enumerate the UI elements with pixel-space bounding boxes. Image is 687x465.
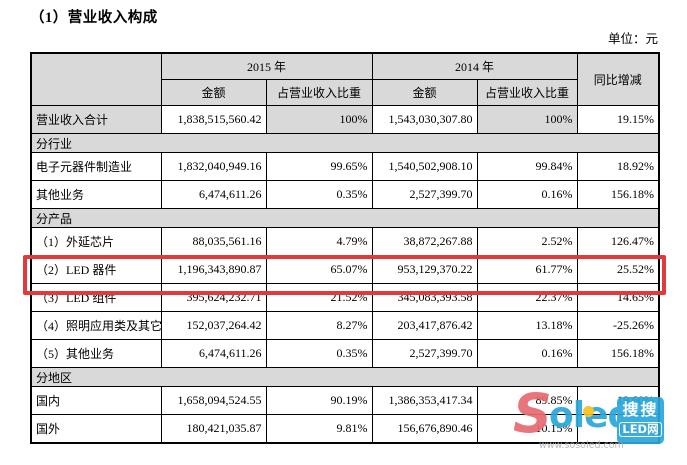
section-row-region: 分地区: [30, 367, 660, 387]
ratio-2015-cell: 8.27%: [265, 311, 373, 340]
yoy-cell: 126.47%: [576, 227, 660, 256]
header-empty-cell: [30, 52, 162, 106]
ratio-2014-cell: 0.16%: [476, 339, 578, 368]
amount-2015-cell: 1,832,040,949.16: [160, 152, 267, 181]
row-label-cell: 营业收入合计: [30, 105, 162, 134]
amount-2014-cell: 203,417,876.42: [371, 311, 478, 340]
yoy-cell: 25.52%: [576, 255, 660, 284]
revenue-table: 2015 年 2014 年 同比增减 金额 占营业收入比重 金额 占营业收入比重…: [30, 52, 661, 444]
section-row-industry: 分行业: [30, 133, 660, 153]
amount-2014-cell: 953,129,370.22: [371, 255, 478, 284]
table-row-led-devices-highlighted: （2）LED 器件 1,196,343,890.87 65.07% 953,12…: [30, 255, 660, 284]
header-amount-2015: 金额: [160, 79, 267, 106]
amount-2015-cell: 180,421,035.87: [160, 414, 267, 444]
amount-2015-cell: 6,474,611.26: [160, 339, 267, 368]
table-row: （3）LED 组件 395,624,232.71 21.52% 345,083,…: [30, 283, 660, 312]
amount-2015-cell: 1,196,343,890.87: [160, 255, 267, 284]
table-row: 其他业务 6,474,611.26 0.35% 2,527,399.70 0.1…: [30, 180, 660, 209]
amount-2015-cell: 152,037,264.42: [160, 311, 267, 340]
yoy-cell: 19.15%: [576, 105, 660, 134]
amount-2015-cell: 88,035,561.16: [160, 227, 267, 256]
ratio-2014-cell: 0.16%: [476, 180, 578, 209]
section-row-product: 分产品: [30, 208, 660, 228]
table-row: （4）照明应用类及其它 152,037,264.42 8.27% 203,417…: [30, 311, 660, 340]
amount-2015-cell: 1,658,094,524.55: [160, 386, 267, 415]
ratio-2014-cell: 13.18%: [476, 311, 578, 340]
yoy-cell: 18.92%: [576, 152, 660, 181]
amount-2014-cell: 38,872,267.88: [371, 227, 478, 256]
amount-2014-cell: 1,540,502,908.10: [371, 152, 478, 181]
row-label-cell: （2）LED 器件: [30, 255, 162, 284]
ratio-2015-cell: 0.35%: [265, 339, 373, 368]
ratio-2015-cell: 90.19%: [265, 386, 373, 415]
table-row: 电子元器件制造业 1,832,040,949.16 99.65% 1,540,5…: [30, 152, 660, 181]
row-label-cell: 国外: [30, 414, 162, 444]
ratio-2015-cell: 100%: [265, 105, 373, 134]
ratio-2015-cell: 9.81%: [265, 414, 373, 444]
ratio-2014-cell: 22.37%: [476, 283, 578, 312]
section-label: 分行业: [30, 133, 660, 153]
ratio-2014-cell: 2.52%: [476, 227, 578, 256]
page-title: （1）营业收入构成: [30, 10, 158, 26]
header-row-measures: 金额 占营业收入比重 金额 占营业收入比重: [31, 79, 659, 106]
table-row: （5）其他业务 6,474,611.26 0.35% 2,527,399.70 …: [30, 339, 660, 368]
amount-2014-cell: 345,083,393.58: [371, 283, 478, 312]
ratio-2014-cell: 89.85%: [476, 386, 578, 415]
section-label: 分产品: [30, 208, 660, 228]
ratio-2015-cell: 0.35%: [265, 180, 373, 209]
ratio-2014-cell: 10.15%: [476, 414, 578, 444]
amount-2015-cell: 6,474,611.26: [160, 180, 267, 209]
bulb-dot-icon: [583, 406, 594, 417]
header-year-2014: 2014 年: [371, 52, 578, 80]
header-year-2015: 2015 年: [160, 52, 373, 80]
yoy-cell: 156.18%: [576, 339, 660, 368]
yoy-cell: -25.26%: [576, 311, 660, 340]
amount-2014-cell: 1,543,030,307.80: [371, 105, 478, 134]
ratio-2015-cell: 4.79%: [265, 227, 373, 256]
amount-2014-cell: 156,676,890.46: [371, 414, 478, 444]
header-ratio-2015: 占营业收入比重: [265, 79, 373, 106]
row-label-cell: （5）其他业务: [30, 339, 162, 368]
yoy-cell: 156.18%: [576, 180, 660, 209]
row-label-cell: 其他业务: [30, 180, 162, 209]
ratio-2015-cell: 65.07%: [265, 255, 373, 284]
ratio-2015-cell: 21.52%: [265, 283, 373, 312]
row-label-cell: （4）照明应用类及其它: [30, 311, 162, 340]
ratio-2014-cell: 99.84%: [476, 152, 578, 181]
ratio-2014-cell: 100%: [476, 105, 578, 134]
section-label: 分地区: [30, 367, 660, 387]
unit-label: 单位：元: [607, 32, 658, 46]
row-label-cell: （3）LED 组件: [30, 283, 162, 312]
soled-logo-s: S: [513, 382, 552, 445]
header-yoy: 同比增减: [576, 52, 660, 106]
ratio-2015-cell: 99.65%: [265, 152, 373, 181]
badge-ledwang-text: LED网: [619, 422, 662, 437]
table-row: （1）外延芯片 88,035,561.16 4.79% 38,872,267.8…: [30, 227, 660, 256]
yoy-cell: 14.65%: [576, 283, 660, 312]
header-amount-2014: 金额: [371, 79, 478, 106]
row-label-cell: 国内: [30, 386, 162, 415]
watermark-url: www.sosoled.com: [539, 440, 624, 451]
row-label-cell: （1）外延芯片: [30, 227, 162, 256]
table-row-total: 营业收入合计 1,838,515,560.42 100% 1,543,030,3…: [30, 105, 660, 134]
amount-2014-cell: 2,527,399.70: [371, 339, 478, 368]
amount-2014-cell: 2,527,399.70: [371, 180, 478, 209]
header-row-years: 2015 年 2014 年 同比增减: [30, 52, 660, 106]
amount-2014-cell: 1,386,353,417.34: [371, 386, 478, 415]
row-label-cell: 电子元器件制造业: [30, 152, 162, 181]
amount-2015-cell: 395,624,232.71: [160, 283, 267, 312]
badge-soso-text: 搜搜: [622, 400, 659, 419]
amount-2015-cell: 1,838,515,560.42: [160, 105, 267, 134]
soled-badge: 搜搜 LED网: [617, 397, 664, 444]
header-ratio-2014: 占营业收入比重: [476, 79, 578, 106]
ratio-2014-cell: 61.77%: [476, 255, 578, 284]
